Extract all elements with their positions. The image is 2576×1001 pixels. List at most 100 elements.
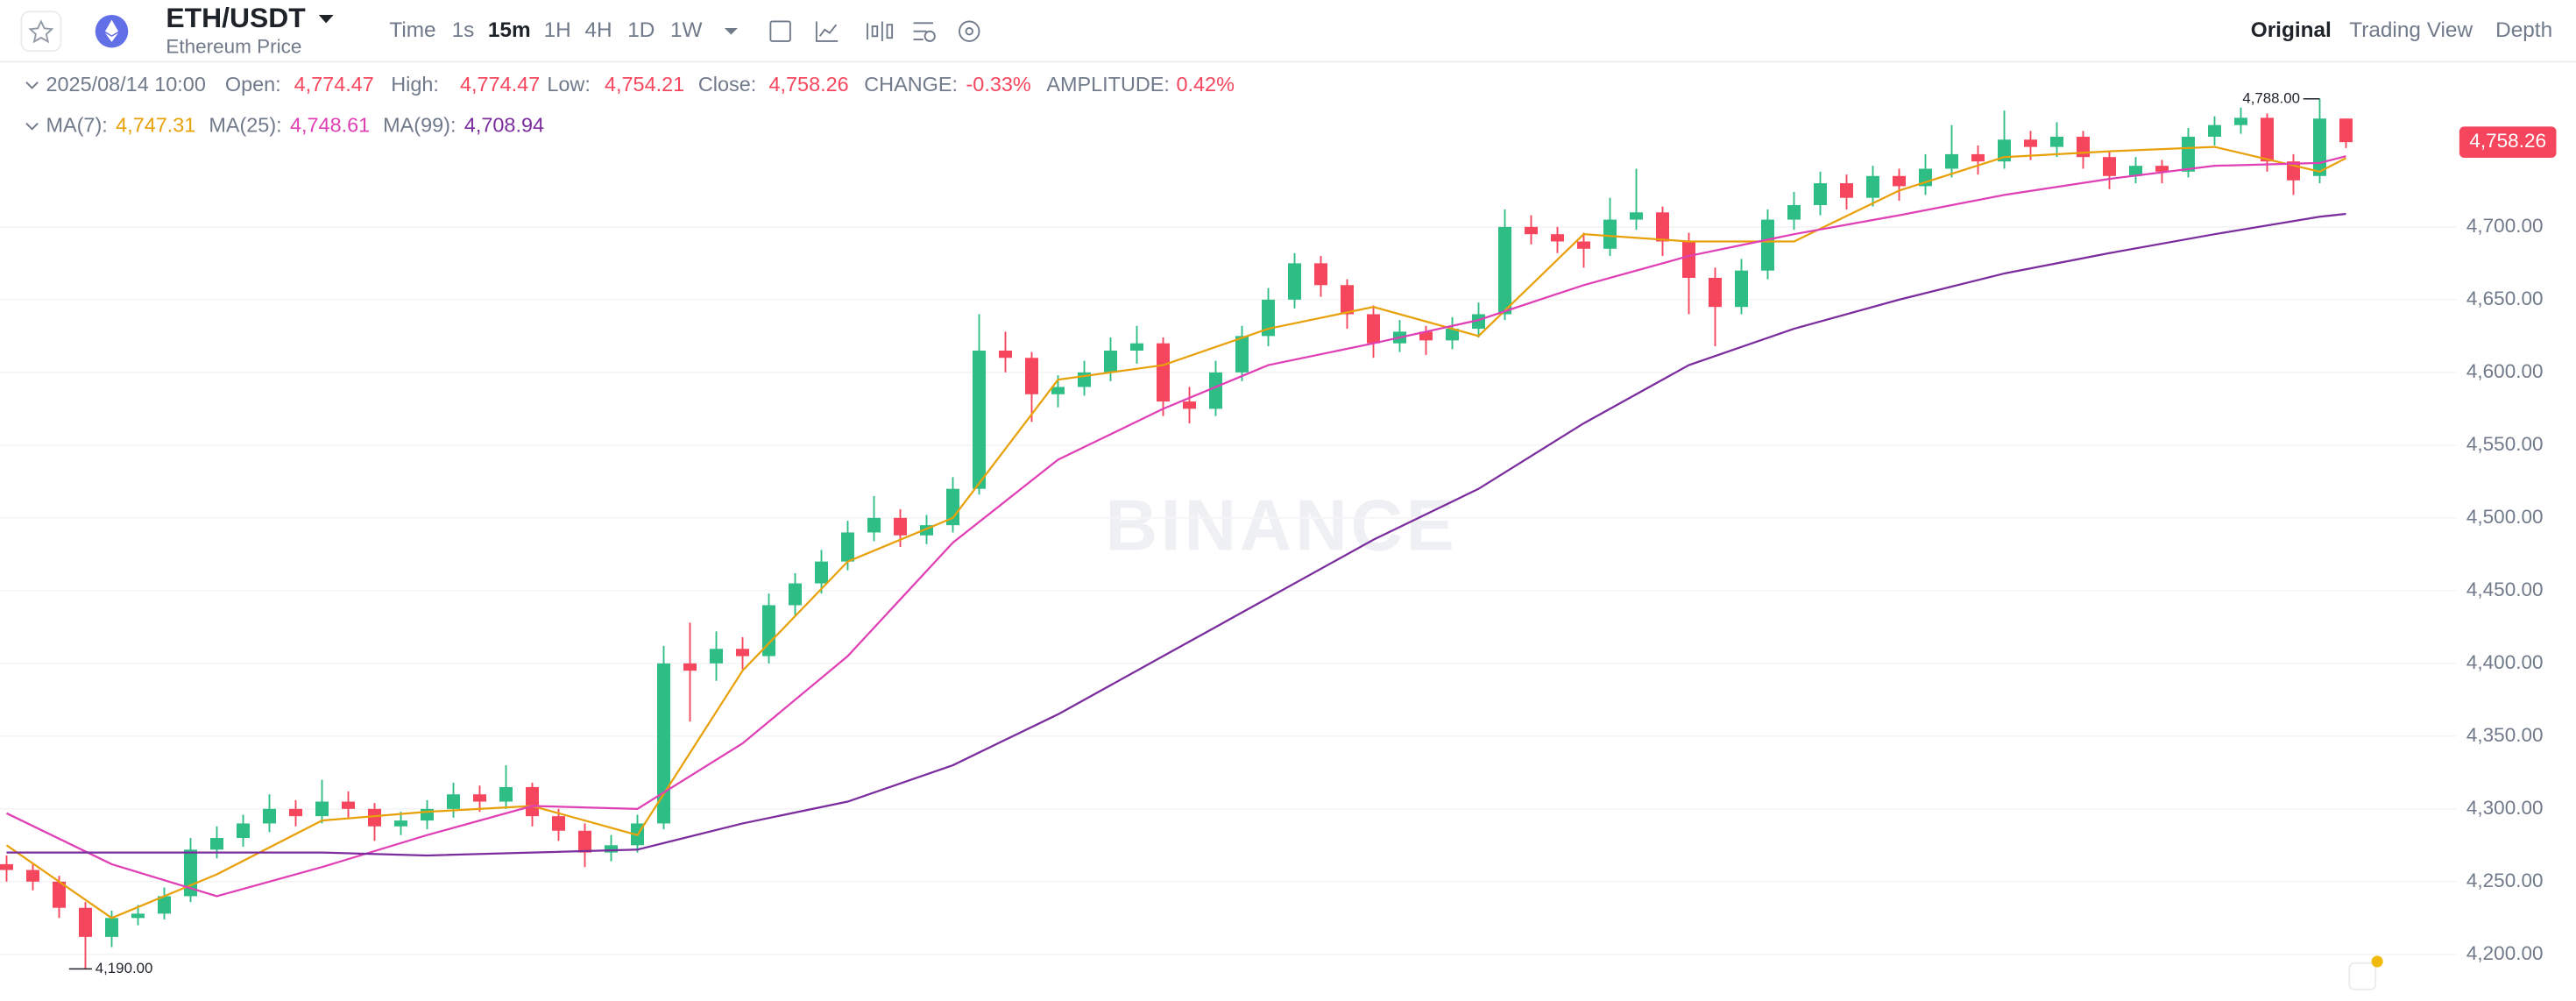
candle-body: [1893, 175, 1906, 187]
candle-body: [946, 488, 959, 526]
candle-body: [710, 649, 723, 664]
candle-body: [841, 532, 854, 562]
y-tick-label: 4,600.00: [2466, 360, 2544, 382]
candle-body: [894, 517, 907, 536]
candle-body: [1603, 219, 1617, 249]
candle-body: [394, 820, 407, 827]
field-label: Open:: [225, 73, 281, 96]
candle-body: [79, 907, 92, 937]
symbol-dropdown[interactable]: [318, 14, 334, 24]
view-tab[interactable]: Trading View: [2349, 18, 2473, 42]
candle-body: [1262, 299, 1275, 337]
candle-body: [657, 663, 670, 824]
view-tab[interactable]: Depth: [2495, 18, 2552, 42]
candle-body: [1866, 175, 1879, 198]
ma-line: [5, 146, 2347, 919]
candle-body: [447, 794, 460, 809]
candle-body: [2077, 136, 2090, 158]
candle-body: [2261, 117, 2274, 162]
y-tick-label: 4,350.00: [2466, 724, 2544, 746]
ma-legend-value: 4,748.61: [290, 114, 370, 137]
settings-list-dot: [924, 30, 936, 42]
candle-body: [1130, 343, 1143, 351]
chart-type-icon[interactable]: [867, 21, 894, 41]
field-value: 4,774.47: [460, 73, 540, 96]
candle-body: [1025, 358, 1038, 394]
candle-body: [552, 816, 565, 831]
candle-body: [2313, 118, 2326, 176]
candle-body: [2182, 136, 2195, 172]
collapse-icon[interactable]: [25, 82, 39, 89]
eth-logo: [105, 19, 118, 42]
candle-body: [1314, 263, 1327, 286]
more-intervals[interactable]: [724, 27, 738, 35]
candle-body: [867, 517, 881, 533]
y-tick-label: 4,650.00: [2466, 288, 2544, 309]
ma-legend-value: 4,747.31: [116, 114, 195, 137]
candle-body: [1288, 263, 1301, 300]
field-value: -0.33%: [966, 73, 1031, 96]
candle-body: [683, 663, 697, 671]
interval[interactable]: 1s: [452, 18, 475, 42]
collapse-icon[interactable]: [25, 123, 39, 131]
ma-legend-label: MA(99):: [383, 114, 456, 137]
candle-body: [526, 786, 539, 817]
candle-body: [2155, 166, 2169, 172]
interval[interactable]: Time: [389, 18, 435, 42]
settings-icon-core: [965, 27, 973, 36]
candle-body: [1709, 277, 1722, 308]
candle-body: [210, 838, 223, 850]
candle-body: [1498, 226, 1511, 315]
indicator-icon[interactable]: [815, 21, 839, 42]
candle-body: [26, 870, 39, 882]
ma-line: [6, 155, 2346, 898]
candle-body: [1367, 314, 1380, 344]
settings-icon[interactable]: [959, 20, 980, 42]
y-tick-label: 4,450.00: [2466, 579, 2544, 600]
symbol: ETH/USDT: [166, 2, 306, 33]
candle-body: [1577, 241, 1590, 249]
candle-body: [973, 350, 986, 489]
candle-body: [131, 913, 145, 919]
interval[interactable]: 1W: [670, 18, 703, 42]
field-label: Close:: [698, 73, 756, 96]
candle-body: [1341, 285, 1354, 315]
favorite-button[interactable]: [20, 11, 62, 53]
ma-line: [6, 212, 2346, 857]
candle-body: [736, 649, 749, 657]
candle-body: [1735, 270, 1748, 308]
y-tick-label: 4,500.00: [2466, 506, 2544, 528]
interval[interactable]: 4H: [585, 18, 612, 42]
candle-body: [1787, 204, 1801, 220]
candle-body: [815, 561, 828, 584]
interval[interactable]: 1H: [544, 18, 571, 42]
candle-body: [289, 808, 302, 817]
candle-body: [1840, 183, 1853, 198]
interval-active[interactable]: 15m: [488, 18, 531, 42]
candle-body: [0, 863, 13, 870]
last-price-label: 4,758.26: [2469, 130, 2546, 152]
field-value: 0.42%: [1177, 73, 1235, 96]
candle-body: [1446, 329, 1459, 341]
interval[interactable]: 1D: [627, 18, 655, 42]
candle-body: [578, 830, 591, 853]
candle-body: [53, 881, 66, 908]
candle-body: [473, 794, 486, 802]
field-label: AMPLITUDE:: [1046, 73, 1170, 96]
candle-body: [315, 801, 329, 817]
settings-list-icon[interactable]: [913, 22, 934, 41]
ma-legend-label: MA(25):: [209, 114, 281, 137]
y-tick-label: 4,550.00: [2466, 433, 2544, 455]
candle-body: [1183, 401, 1196, 409]
field-value: 4,774.47: [294, 73, 374, 96]
candle-body: [1157, 343, 1170, 402]
ma-legend-value: 4,708.94: [464, 114, 544, 137]
candle-body: [368, 808, 381, 827]
y-tick-label: 4,400.00: [2466, 651, 2544, 673]
notes-button[interactable]: [2348, 962, 2377, 990]
candle-body: [1209, 372, 1222, 409]
candle-body: [1814, 183, 1827, 205]
candle-body: [1761, 219, 1774, 271]
calendar-icon[interactable]: [769, 20, 791, 42]
view-tab-active[interactable]: Original: [2251, 18, 2332, 42]
